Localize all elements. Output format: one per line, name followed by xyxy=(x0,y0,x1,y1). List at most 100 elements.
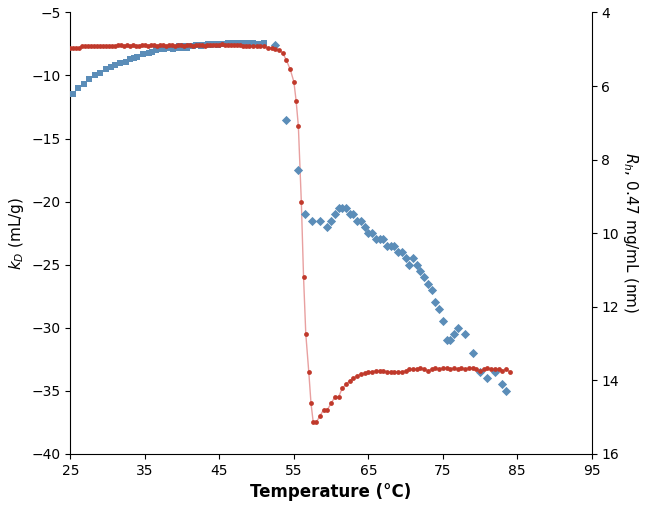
Point xyxy=(79,80,89,88)
Point xyxy=(129,54,139,62)
Point xyxy=(371,366,381,374)
Point xyxy=(134,43,144,51)
Point xyxy=(278,49,288,57)
Point xyxy=(217,40,228,48)
Point xyxy=(292,166,303,174)
Point xyxy=(205,41,215,49)
Point xyxy=(77,43,87,51)
Point xyxy=(281,115,292,123)
Point xyxy=(404,261,415,269)
Point xyxy=(69,44,79,52)
Point xyxy=(128,41,138,49)
Point xyxy=(226,41,237,49)
Point xyxy=(314,216,325,225)
Point xyxy=(115,59,126,67)
Point xyxy=(281,56,292,65)
Point xyxy=(422,366,433,374)
Point xyxy=(159,45,169,53)
Y-axis label: $k_D$ (mL/g): $k_D$ (mL/g) xyxy=(7,197,26,270)
Point xyxy=(400,366,411,374)
Point xyxy=(144,49,154,57)
Point xyxy=(213,41,223,49)
Point xyxy=(296,198,307,206)
Point xyxy=(356,216,366,225)
Point xyxy=(223,39,234,47)
X-axis label: Temperature (°C): Temperature (°C) xyxy=(250,483,411,501)
Point xyxy=(411,365,422,373)
Point xyxy=(223,41,234,49)
Point xyxy=(426,286,437,294)
Point xyxy=(174,43,184,51)
Point xyxy=(464,364,474,372)
Point xyxy=(162,44,173,52)
Point xyxy=(378,235,388,243)
Point xyxy=(140,41,150,49)
Point xyxy=(106,62,116,71)
Point xyxy=(382,368,392,376)
Point xyxy=(419,273,430,281)
Point xyxy=(494,365,504,373)
Point xyxy=(367,229,377,237)
Point xyxy=(67,90,78,99)
Point xyxy=(479,365,489,373)
Point xyxy=(110,61,120,70)
Point xyxy=(120,57,131,66)
Point xyxy=(244,43,254,51)
Point xyxy=(171,44,181,52)
Point xyxy=(233,39,243,47)
Point xyxy=(445,365,455,373)
Point xyxy=(252,40,262,48)
Point xyxy=(217,40,228,48)
Point xyxy=(322,223,333,231)
Point xyxy=(248,39,258,47)
Point xyxy=(80,43,91,51)
Point xyxy=(244,39,254,47)
Point xyxy=(196,41,206,49)
Point xyxy=(168,45,179,53)
Point xyxy=(397,248,407,256)
Point xyxy=(149,41,159,49)
Point xyxy=(285,65,295,73)
Point xyxy=(460,365,470,373)
Point xyxy=(71,44,82,52)
Point xyxy=(151,43,162,51)
Point xyxy=(389,368,400,376)
Point xyxy=(184,43,195,51)
Point xyxy=(220,40,230,48)
Point xyxy=(471,365,481,373)
Point xyxy=(375,366,385,374)
Point xyxy=(188,43,199,51)
Point xyxy=(505,368,515,376)
Point xyxy=(228,39,239,47)
Point xyxy=(188,43,198,51)
Point xyxy=(74,44,85,52)
Point xyxy=(467,349,477,357)
Point xyxy=(241,39,252,47)
Point xyxy=(107,43,117,51)
Point xyxy=(330,210,340,218)
Point xyxy=(378,366,388,374)
Point xyxy=(166,44,176,52)
Point xyxy=(220,41,230,49)
Point xyxy=(467,364,477,372)
Point xyxy=(341,380,351,389)
Point xyxy=(146,41,156,49)
Point xyxy=(113,41,124,49)
Point xyxy=(386,242,396,250)
Point xyxy=(326,399,336,407)
Point xyxy=(155,41,165,49)
Point xyxy=(184,41,195,49)
Point xyxy=(98,43,109,51)
Point xyxy=(201,41,211,49)
Point xyxy=(190,41,201,49)
Point xyxy=(333,204,344,212)
Point xyxy=(411,261,422,269)
Point xyxy=(212,41,222,49)
Point xyxy=(289,78,299,86)
Point xyxy=(389,242,400,250)
Point xyxy=(486,365,496,373)
Point xyxy=(125,55,135,63)
Point xyxy=(164,41,174,49)
Point xyxy=(182,44,193,52)
Point xyxy=(291,97,302,105)
